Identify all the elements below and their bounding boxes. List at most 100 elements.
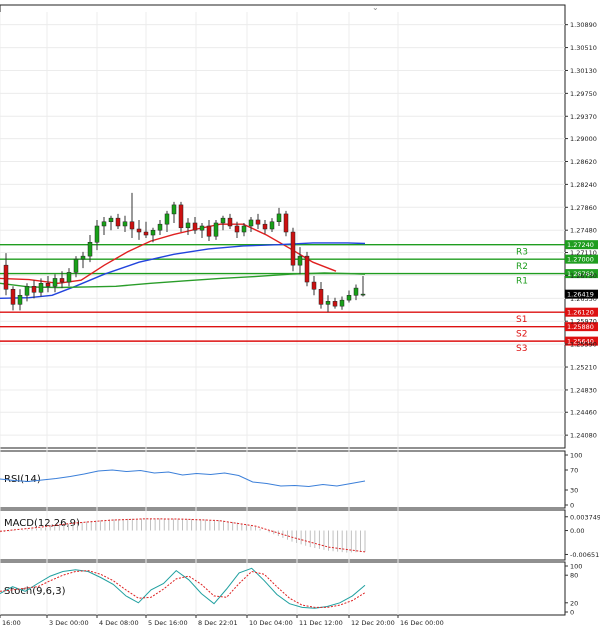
candle-body [255,219,261,225]
x-tick-label: 12 Dec 20:00 [351,619,395,627]
level-price-box [565,269,598,279]
level-price-label: 1.25640 [567,338,594,346]
level-price-box [565,336,598,346]
stoch-title: Stoch(9,6,3) [4,586,66,597]
y-tick-label: 1.26730 [570,272,597,280]
level-price-box [565,240,598,250]
candle-body [17,295,23,305]
candle-body [87,242,93,257]
candle-body [178,204,184,229]
x-tick-label: 5 Dec 16:00 [148,619,188,627]
candle-body [220,217,226,224]
candle-body [262,223,268,230]
x-tick-label: 4 Dec 08:00 [99,619,139,627]
crosshair-marker: ⌄ [372,3,379,12]
candle-body [213,222,219,237]
rsi-tick-label: 0 [570,502,574,510]
macd-indicator: 0.003749 0.00 -0.006511 MACD(12,26,9) [0,513,600,559]
level-price-box [565,307,598,317]
y-tick-label: 1.25590 [570,341,597,349]
candle-body [108,217,114,223]
candle-body [276,213,282,223]
moving-averages [0,223,366,299]
candle-body [227,217,233,227]
main-panel-frame [0,4,566,449]
candle-body [206,225,212,237]
x-tick-label: 16 Dec 00:00 [400,619,444,627]
stoch-signal-line [0,570,366,608]
candle-body [332,301,338,307]
candle-body [59,278,65,283]
macd-tick-label: -0.006511 [570,551,600,559]
y-tick-label: 1.25970 [570,318,597,326]
grid-lines [0,12,565,615]
candle-body [136,228,142,233]
y-tick-label: 1.28240 [570,181,597,189]
rsi-tick-label: 100 [570,452,582,460]
level-label: S2 [516,330,527,340]
level-label: S3 [516,344,527,354]
price-axis: 1.30890 1.30510 1.30130 1.29750 1.29370 1.290… [565,21,597,440]
candle-body [297,255,303,266]
candle-body [283,213,289,233]
candle-body [185,222,191,229]
level-price-box [565,254,598,264]
time-axis: 16:00 3 Dec 00:00 4 Dec 08:00 5 Dec 16:00 8 … [0,615,444,627]
level-price-label: 1.26120 [567,309,594,317]
y-tick-label: 1.24080 [570,432,597,440]
y-tick-label: 1.24460 [570,409,597,417]
candle-body [52,278,58,287]
candle-body [73,258,79,273]
level-price-box [565,322,598,332]
candle-body [199,225,205,231]
candle-body [192,222,198,231]
candle-body [290,231,296,266]
y-tick-label: 1.26350 [570,295,597,303]
candle-body [66,272,72,283]
candle-body [171,204,177,215]
candle-body [129,221,135,230]
stoch-tick-label: 80 [570,572,578,580]
rsi-tick-label: 30 [570,487,578,495]
candle-body [325,301,331,305]
level-price-label: 1.27240 [567,241,594,249]
level-label: R1 [516,277,528,287]
ma-line [0,272,366,289]
y-tick-label: 1.28620 [570,158,597,166]
candle-body [164,213,170,225]
candle-body [248,219,254,227]
candle-body [234,225,240,233]
candle-body [360,293,366,296]
stoch-panel-frame [0,561,566,616]
candle-body [311,281,317,290]
rsi-indicator: 100 70 30 0 RSI(14) [0,452,582,510]
x-tick-label: 10 Dec 04:00 [249,619,293,627]
rsi-line [0,469,366,488]
candle-body [3,264,9,290]
rsi-tick-label: 70 [570,467,578,475]
rsi-title: RSI(14) [4,474,41,485]
ma-line [0,242,366,299]
stoch-tick-label: 0 [570,609,574,617]
candle-body [31,286,37,293]
pivot-levels: R3 1.27240 R2 1.27000 R1 1.26760 S1 1.26120 S2 1.… [0,240,598,354]
macd-tick-label: 0.00 [570,527,584,535]
candle-body [24,286,30,296]
y-tick-label: 1.30130 [570,67,597,75]
candle-body [10,289,16,305]
candle-body [318,289,324,305]
candle-body [150,229,156,236]
candle-body [80,255,86,260]
level-price-label: 1.27000 [567,256,594,264]
candle-body [339,299,345,307]
y-tick-label: 1.30510 [570,44,597,52]
level-label: R3 [516,248,528,258]
stoch-tick-label: 20 [570,599,578,607]
candle-body [346,295,352,301]
stoch-tick-label: 100 [570,563,582,571]
candle-body [157,223,163,231]
y-tick-label: 1.29370 [570,113,597,121]
